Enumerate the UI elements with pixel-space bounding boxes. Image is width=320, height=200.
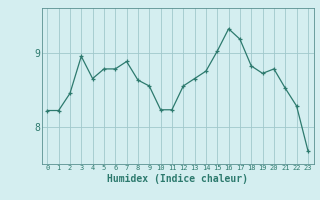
X-axis label: Humidex (Indice chaleur): Humidex (Indice chaleur) — [107, 174, 248, 184]
